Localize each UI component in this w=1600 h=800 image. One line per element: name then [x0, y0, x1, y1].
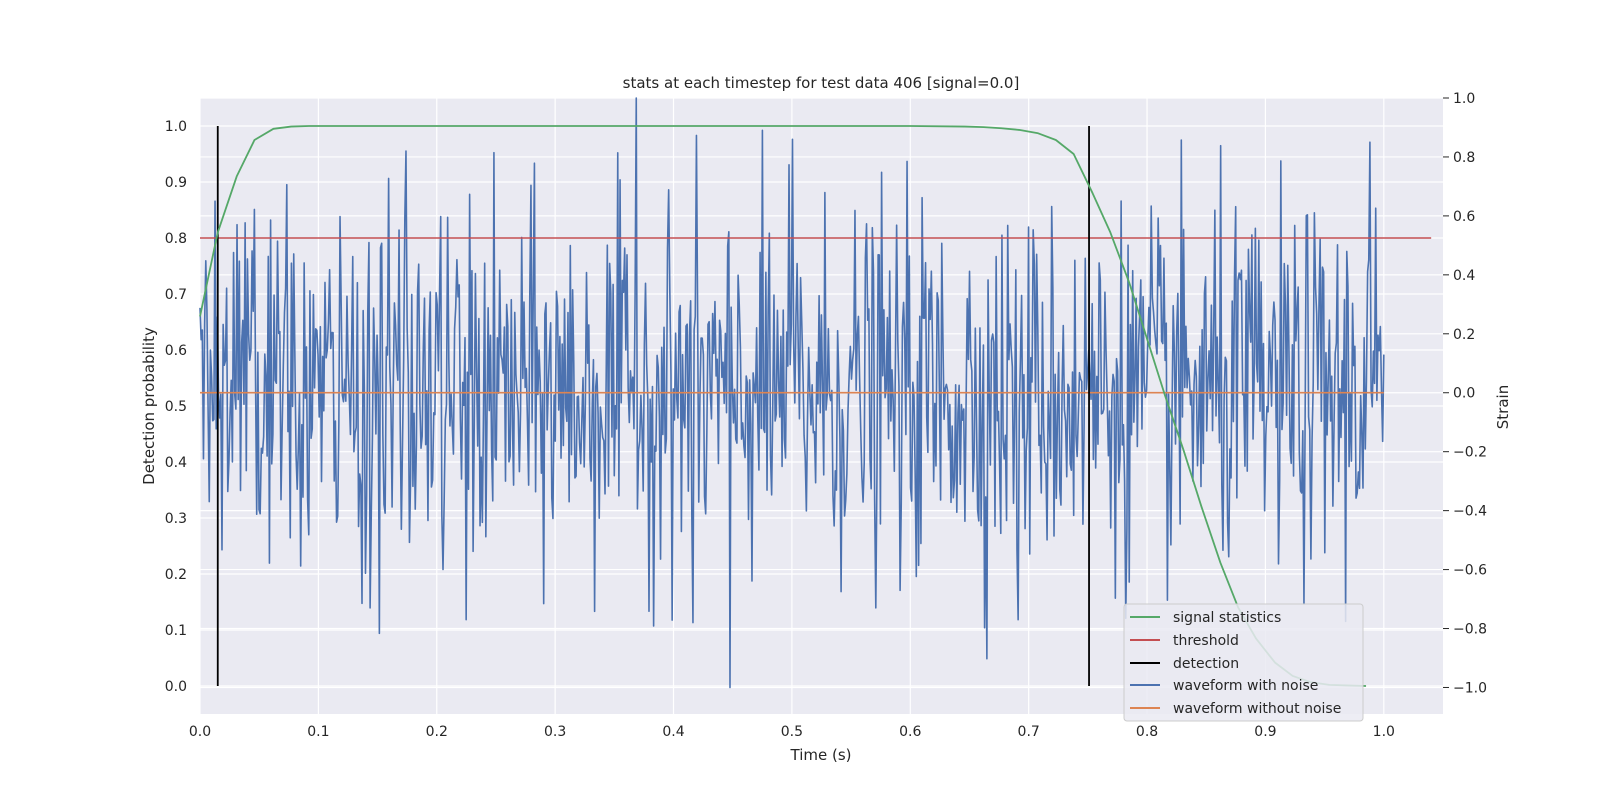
- x-tick-label: 0.3: [544, 724, 566, 740]
- y2-axis-label: Strain: [1494, 385, 1512, 429]
- y2-tick-label: −0.8: [1453, 622, 1487, 638]
- y-tick-label: 0.8: [165, 231, 187, 247]
- y-tick-label: 0.1: [165, 623, 187, 639]
- legend-label-threshold: threshold: [1173, 633, 1239, 649]
- ticks: 0.0 0.1 0.2 0.3 0.4 0.5 0.6 0.7 0.8 0.9 1.0 0.0 0.1 0…: [165, 91, 1487, 740]
- legend-label-signal-statistics: signal statistics: [1173, 610, 1281, 626]
- y2-tick-label: −0.6: [1453, 563, 1487, 579]
- y2-tick-label: 0.0: [1453, 386, 1475, 402]
- legend-label-waveform-with-noise: waveform with noise: [1173, 678, 1318, 694]
- y2-tick-label: 0.4: [1453, 268, 1475, 284]
- y2-tick-label: 0.8: [1453, 150, 1475, 166]
- y-tick-label: 0.5: [165, 399, 187, 415]
- chart-title: stats at each timestep for test data 406…: [623, 74, 1020, 92]
- y-tick-label: 0.9: [165, 175, 187, 191]
- y-tick-label: 0.7: [165, 287, 187, 303]
- x-tick-label: 0.8: [1136, 724, 1158, 740]
- y2-tick-label: 0.2: [1453, 327, 1475, 343]
- x-tick-label: 0.5: [781, 724, 803, 740]
- y-tick-label: 0.6: [165, 343, 187, 359]
- series-waveform-with-noise: [199, 97, 1385, 689]
- x-tick-label: 0.1: [307, 724, 329, 740]
- x-tick-label: 0.7: [1018, 724, 1040, 740]
- x-tick-label: 0.6: [899, 724, 921, 740]
- legend-label-waveform-without-noise: waveform without noise: [1173, 701, 1341, 717]
- y2-tick-label: −0.4: [1453, 504, 1487, 520]
- y2-tick-label: −1.0: [1453, 680, 1487, 696]
- x-axis-label: Time (s): [790, 746, 852, 764]
- y2-tick-label: 1.0: [1453, 91, 1475, 107]
- legend-label-detection: detection: [1173, 656, 1239, 672]
- y-tick-label: 0.2: [165, 567, 187, 583]
- x-tick-label: 1.0: [1373, 724, 1395, 740]
- y-tick-label: 0.4: [165, 455, 187, 471]
- x-tick-label: 0.4: [662, 724, 684, 740]
- y-axis-label: Detection probability: [140, 327, 158, 485]
- legend: signal statistics threshold detection wa…: [1123, 603, 1364, 722]
- series-layer: [199, 97, 1432, 689]
- x-tick-label: 0.2: [426, 724, 448, 740]
- y2-tick-label: −0.2: [1453, 445, 1487, 461]
- y-tick-label: 1.0: [165, 119, 187, 135]
- y-tick-label: 0.0: [165, 679, 187, 695]
- y2-tick-label: 0.6: [1453, 209, 1475, 225]
- legend-box: [1123, 603, 1364, 722]
- x-tick-label: 0.0: [189, 724, 211, 740]
- y-tick-label: 0.3: [165, 511, 187, 527]
- x-tick-label: 0.9: [1254, 724, 1276, 740]
